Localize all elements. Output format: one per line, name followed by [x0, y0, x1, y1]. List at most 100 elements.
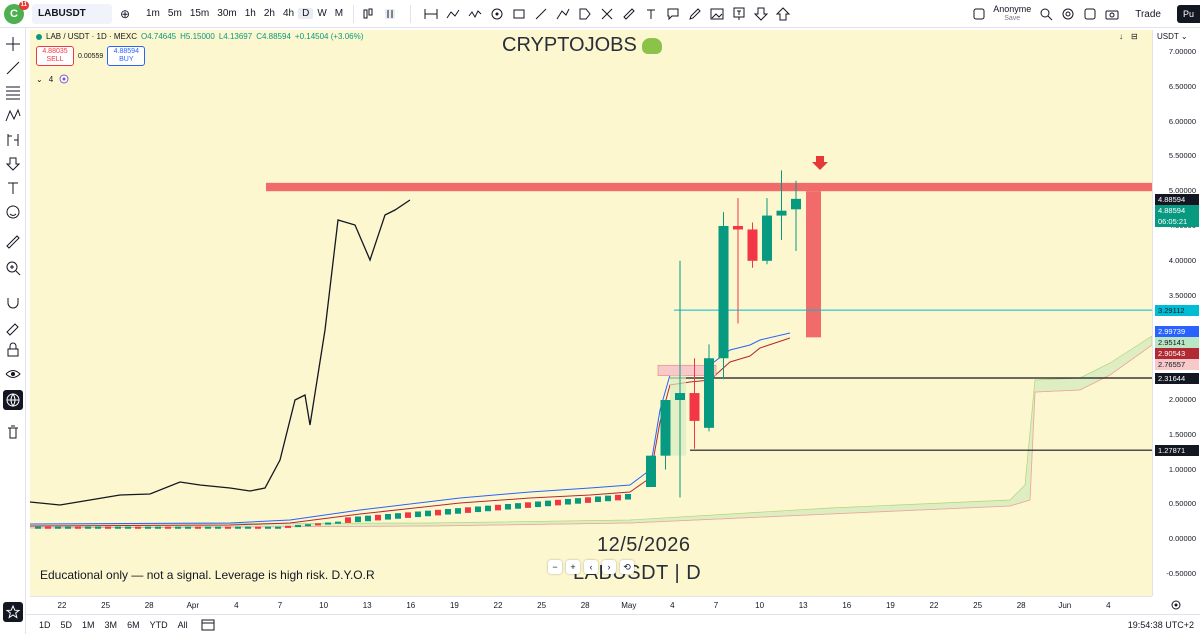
bar-style-icon[interactable] — [382, 6, 398, 22]
range-1d[interactable]: 1D — [39, 619, 51, 630]
crosshair-icon[interactable] — [3, 34, 23, 54]
candle — [405, 512, 411, 518]
image-icon[interactable] — [709, 6, 725, 22]
app-logo[interactable]: C 11 — [4, 0, 29, 24]
arrow-up-icon[interactable] — [775, 6, 791, 22]
candles-icon[interactable] — [360, 6, 376, 22]
range-ytd[interactable]: YTD — [149, 619, 168, 630]
path-icon[interactable] — [555, 6, 571, 22]
candle — [185, 526, 191, 529]
interval-5m[interactable]: 5m — [167, 8, 182, 19]
candle — [365, 515, 371, 522]
zigzag-icon[interactable] — [467, 6, 483, 22]
candle — [275, 526, 281, 529]
brush-icon[interactable] — [533, 6, 549, 22]
range-6m[interactable]: 6M — [127, 619, 140, 630]
time-scale[interactable]: 22 25 28 Apr 4 7 10 13 16 19 22 25 28 May 4 7 10 13 16 19 22… — [30, 596, 1152, 614]
fib-icon[interactable] — [3, 82, 23, 102]
price-chart-svg[interactable] — [29, 30, 1153, 596]
search-icon[interactable] — [1039, 7, 1053, 21]
candle — [575, 498, 581, 504]
chevron-down-icon[interactable]: ⌄ — [36, 74, 43, 84]
ruler-icon[interactable] — [621, 6, 637, 22]
candle-body — [747, 229, 758, 261]
lock-scale-icon[interactable]: ⊟ — [1131, 32, 1138, 41]
currency-selector[interactable]: USDT ⌄ — [1157, 32, 1188, 41]
scroll-left-icon[interactable]: ‹ — [584, 560, 598, 574]
divider — [410, 4, 412, 23]
time-tick: 4 — [234, 601, 239, 610]
range-3m[interactable]: 3M — [104, 619, 118, 630]
lock-drawing-icon[interactable] — [3, 316, 23, 336]
calendar-icon[interactable] — [201, 619, 215, 631]
symbol-search[interactable]: LABUSDT — [32, 3, 112, 24]
clock[interactable]: 19:54:38 UTC+2 — [1127, 620, 1194, 630]
arrow-down-small-icon[interactable]: ↓ — [1119, 32, 1123, 41]
trade-button[interactable]: Trade — [1135, 8, 1161, 20]
pen-icon[interactable] — [687, 6, 703, 22]
zoom-out-icon[interactable]: − — [548, 560, 562, 574]
arrow-marker-icon[interactable] — [3, 154, 23, 174]
zoom-in-icon[interactable] — [3, 258, 23, 278]
user-save-button[interactable]: Anonyme Save — [993, 5, 1031, 23]
comment-icon[interactable] — [665, 6, 681, 22]
checkbox-icon[interactable] — [973, 8, 985, 20]
time-tick: 4 — [1106, 601, 1111, 610]
magnet-icon[interactable] — [3, 292, 23, 312]
compare-icon[interactable]: ⊕ — [119, 6, 131, 21]
text-tool-icon[interactable] — [3, 178, 23, 198]
buy-button[interactable]: 4.88594 BUY — [107, 46, 146, 66]
trend-line-icon[interactable] — [3, 58, 23, 78]
emoji-icon[interactable] — [3, 202, 23, 222]
interval-1m[interactable]: 1m — [146, 8, 160, 19]
zoom-in-button-icon[interactable]: + — [566, 560, 580, 574]
eye-icon[interactable] — [3, 364, 23, 384]
left-drawing-toolbar — [0, 28, 26, 634]
gear-icon[interactable] — [1061, 7, 1075, 21]
interval-2h[interactable]: 2h — [263, 8, 275, 19]
chart-canvas[interactable] — [29, 30, 1153, 596]
pattern-icon[interactable] — [3, 106, 23, 126]
measure-icon[interactable] — [3, 232, 23, 252]
favorites-star-icon[interactable] — [3, 602, 23, 622]
candle — [435, 509, 441, 516]
interval-15m[interactable]: 15m — [189, 8, 210, 19]
x-social-icon[interactable] — [599, 6, 615, 22]
interval-D[interactable]: D — [298, 8, 314, 19]
indicator-template-icon[interactable] — [423, 6, 439, 22]
trash-icon[interactable] — [3, 422, 23, 442]
indicator-settings-icon[interactable] — [59, 74, 69, 84]
lock-icon[interactable] — [3, 340, 23, 360]
interval-W[interactable]: W — [317, 8, 327, 19]
rectangle-icon[interactable] — [511, 6, 527, 22]
line-tool-icon[interactable] — [445, 6, 461, 22]
scroll-right-icon[interactable]: › — [602, 560, 616, 574]
price-scale[interactable]: ↓ ⊟ USDT ⌄ 7.00000 6.50000 6.00000 5.50000 5… — [1119, 30, 1200, 596]
indicator-count[interactable]: 4 — [48, 74, 54, 84]
reset-view-icon[interactable]: ⟲ — [620, 560, 634, 574]
fullscreen-icon[interactable] — [1083, 7, 1097, 21]
candle — [45, 526, 51, 529]
interval-4h[interactable]: 4h — [282, 8, 295, 19]
interval-1h[interactable]: 1h — [244, 8, 256, 19]
candle — [565, 498, 571, 505]
time-settings-icon[interactable] — [1170, 599, 1182, 611]
camera-icon[interactable] — [1105, 7, 1119, 21]
projection-icon[interactable] — [3, 130, 23, 150]
price-tick: 7.00000 — [1168, 47, 1196, 56]
interval-M[interactable]: M — [334, 8, 344, 19]
range-1m[interactable]: 1M — [82, 619, 95, 630]
arrow-down-icon[interactable] — [753, 6, 769, 22]
range-5d[interactable]: 5D — [60, 619, 73, 630]
candle — [485, 505, 491, 512]
range-all[interactable]: All — [177, 619, 188, 630]
circle-target-icon[interactable] — [489, 6, 505, 22]
tag-icon[interactable] — [577, 6, 593, 22]
globe-icon[interactable] — [3, 390, 23, 410]
text-icon[interactable] — [643, 6, 659, 22]
publish-button[interactable]: Pu — [1176, 5, 1200, 23]
sell-button[interactable]: 4.88035 SELL — [36, 46, 74, 66]
price-axis-label: 4.88594 — [1155, 194, 1199, 206]
text-note-icon[interactable] — [731, 6, 747, 22]
interval-30m[interactable]: 30m — [217, 8, 237, 19]
